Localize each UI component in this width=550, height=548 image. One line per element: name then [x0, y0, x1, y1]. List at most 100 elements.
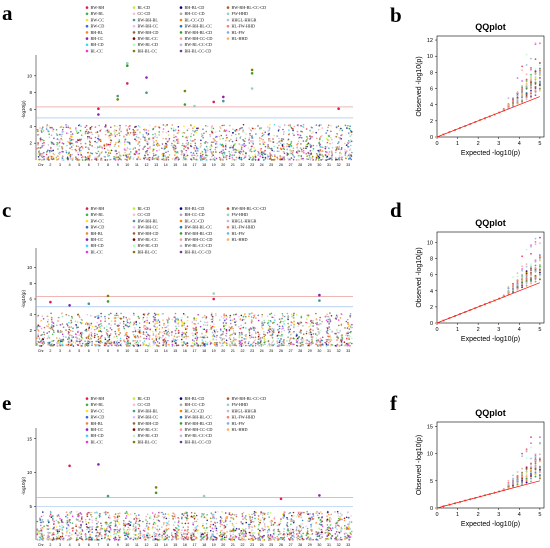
snp-point — [100, 128, 102, 131]
snp-point — [282, 147, 285, 149]
snp-point — [210, 314, 213, 317]
snp-point — [115, 538, 118, 541]
snp-point — [94, 316, 96, 318]
snp-point — [254, 153, 256, 156]
snp-point — [232, 147, 234, 149]
snp-point — [43, 142, 45, 144]
snp-point — [67, 132, 69, 134]
snp-point — [155, 134, 157, 136]
snp-point — [94, 343, 96, 346]
significant-snp — [126, 64, 129, 67]
snp-point — [291, 127, 293, 130]
snp-point — [52, 130, 54, 132]
snp-point — [305, 321, 307, 324]
snp-point — [127, 321, 129, 324]
snp-point — [91, 125, 93, 128]
snp-point — [184, 333, 187, 335]
significant-snp — [126, 61, 129, 65]
snp-point — [194, 148, 196, 151]
snp-point — [153, 141, 155, 143]
snp-point — [186, 537, 188, 540]
snp-point — [329, 321, 331, 324]
snp-point — [212, 514, 215, 517]
snp-point — [47, 531, 49, 534]
snp-point — [137, 125, 140, 127]
snp-point — [300, 147, 302, 150]
snp-point — [261, 132, 264, 135]
snp-point — [248, 154, 250, 157]
snp-point — [65, 313, 68, 316]
legend-marker — [132, 43, 136, 47]
snp-point — [114, 143, 116, 146]
chromosome-label: 33 — [346, 349, 350, 353]
snp-point — [149, 515, 151, 517]
snp-point — [328, 326, 330, 328]
snp-point — [41, 333, 43, 336]
snp-point — [65, 151, 68, 154]
snp-point — [195, 158, 197, 161]
snp-point — [338, 129, 341, 132]
snp-point — [145, 150, 148, 152]
snp-point — [94, 126, 97, 128]
snp-point — [144, 536, 147, 538]
snp-point — [116, 526, 119, 528]
snp-point — [270, 154, 272, 156]
chromosome-label: 21 — [231, 349, 235, 353]
snp-point — [138, 514, 140, 516]
snp-point — [350, 144, 352, 147]
snp-point — [187, 536, 190, 538]
snp-point — [195, 335, 198, 337]
snp-point — [186, 514, 189, 516]
snp-point — [261, 326, 263, 328]
snp-point — [88, 539, 90, 541]
snp-point — [51, 143, 53, 146]
snp-point — [171, 158, 174, 160]
snp-point — [340, 147, 343, 149]
snp-point — [229, 334, 231, 337]
legend-entry: BW-BH-BL — [138, 17, 159, 22]
snp-point — [199, 539, 202, 541]
snp-point — [243, 156, 246, 159]
snp-point — [168, 332, 171, 334]
snp-point — [312, 148, 315, 150]
snp-point — [222, 149, 224, 151]
snp-point — [184, 516, 187, 519]
snp-point — [321, 140, 324, 142]
snp-point — [139, 535, 142, 537]
legend-entry: BL-CC — [91, 249, 104, 254]
snp-point — [225, 158, 228, 161]
snp-point — [215, 338, 218, 341]
snp-point — [168, 139, 170, 141]
chromosome-label: 28 — [298, 349, 302, 353]
snp-point — [91, 515, 93, 518]
snp-point — [199, 320, 202, 323]
snp-point — [325, 132, 328, 134]
snp-point — [52, 142, 54, 144]
snp-point — [48, 125, 51, 127]
snp-point — [122, 522, 125, 525]
snp-point — [318, 332, 321, 334]
snp-point — [181, 132, 184, 134]
snp-point — [318, 319, 321, 321]
snp-point — [94, 158, 96, 160]
snp-point — [76, 515, 79, 517]
legend-marker — [179, 18, 183, 22]
snp-point — [57, 148, 59, 150]
snp-point — [43, 525, 45, 527]
snp-point — [108, 539, 111, 541]
legend-marker — [179, 428, 183, 431]
snp-point — [296, 322, 299, 324]
snp-point — [80, 525, 83, 527]
snp-point — [81, 345, 83, 347]
snp-point — [69, 127, 71, 129]
snp-point — [139, 138, 142, 141]
snp-point — [98, 155, 100, 157]
snp-point — [142, 134, 144, 136]
snp-point — [248, 127, 250, 129]
snp-point — [204, 340, 207, 343]
snp-point — [209, 343, 212, 345]
snp-point — [203, 539, 205, 541]
snp-point — [39, 519, 41, 521]
snp-point — [269, 334, 272, 337]
legend-marker — [85, 12, 89, 16]
